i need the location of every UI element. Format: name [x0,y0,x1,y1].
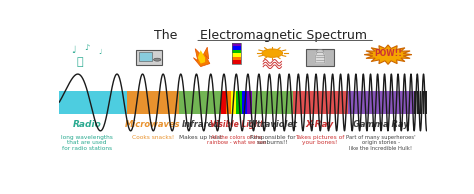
FancyBboxPatch shape [306,49,334,66]
Bar [179,91,221,114]
Text: Ultraviolet: Ultraviolet [247,120,297,129]
Bar [247,91,252,114]
FancyBboxPatch shape [137,50,162,65]
Circle shape [262,49,283,57]
Text: Gamma Ray: Gamma Ray [353,120,409,129]
Text: The: The [154,29,177,42]
Bar [221,91,226,114]
Text: Cooks snacks!: Cooks snacks! [132,135,174,139]
Circle shape [154,58,161,61]
Bar [59,91,127,114]
Bar [232,43,241,46]
Text: X-Ray: X-Ray [306,120,334,129]
Bar [232,53,241,57]
Polygon shape [198,50,205,64]
Bar [242,91,247,114]
Text: Radio: Radio [73,120,101,129]
Bar [232,50,241,53]
Bar [231,91,237,114]
Polygon shape [316,51,325,63]
Bar [237,91,242,114]
Bar [252,91,292,114]
Text: POW!!: POW!! [374,49,402,58]
Text: Takes pictures of
your bones!: Takes pictures of your bones! [295,135,345,145]
Bar [232,57,241,60]
Bar [232,60,241,64]
Text: Infrared: Infrared [182,120,220,129]
Text: All the colors of the
rainbow - what we see: All the colors of the rainbow - what we … [207,135,266,145]
Bar [292,91,347,114]
Polygon shape [193,47,210,67]
Text: ♪: ♪ [84,43,90,52]
Bar [232,43,241,64]
Text: Microwaves: Microwaves [125,120,181,129]
Bar [414,91,427,114]
Bar [232,46,241,50]
Text: Part of many superheroes'
origin stories -
like the Incredible Hulk!: Part of many superheroes' origin stories… [346,135,416,151]
Text: Electromagnetic Spectrum: Electromagnetic Spectrum [200,29,367,42]
Text: 𝄢: 𝄢 [76,57,83,67]
Bar [127,91,179,114]
Bar [226,91,231,114]
Text: ♩: ♩ [72,45,76,55]
Bar [347,91,414,114]
Text: Visible Light: Visible Light [210,120,264,129]
Bar [139,52,152,61]
Text: long wavelengths
that are used
for radio stations: long wavelengths that are used for radio… [61,135,113,151]
Circle shape [317,50,324,53]
Text: Makes up heat: Makes up heat [179,135,222,139]
Text: ♩: ♩ [98,49,101,55]
Bar [221,91,252,114]
Text: Responsible for
sunburns!!: Responsible for sunburns!! [249,135,295,145]
Polygon shape [364,45,412,64]
